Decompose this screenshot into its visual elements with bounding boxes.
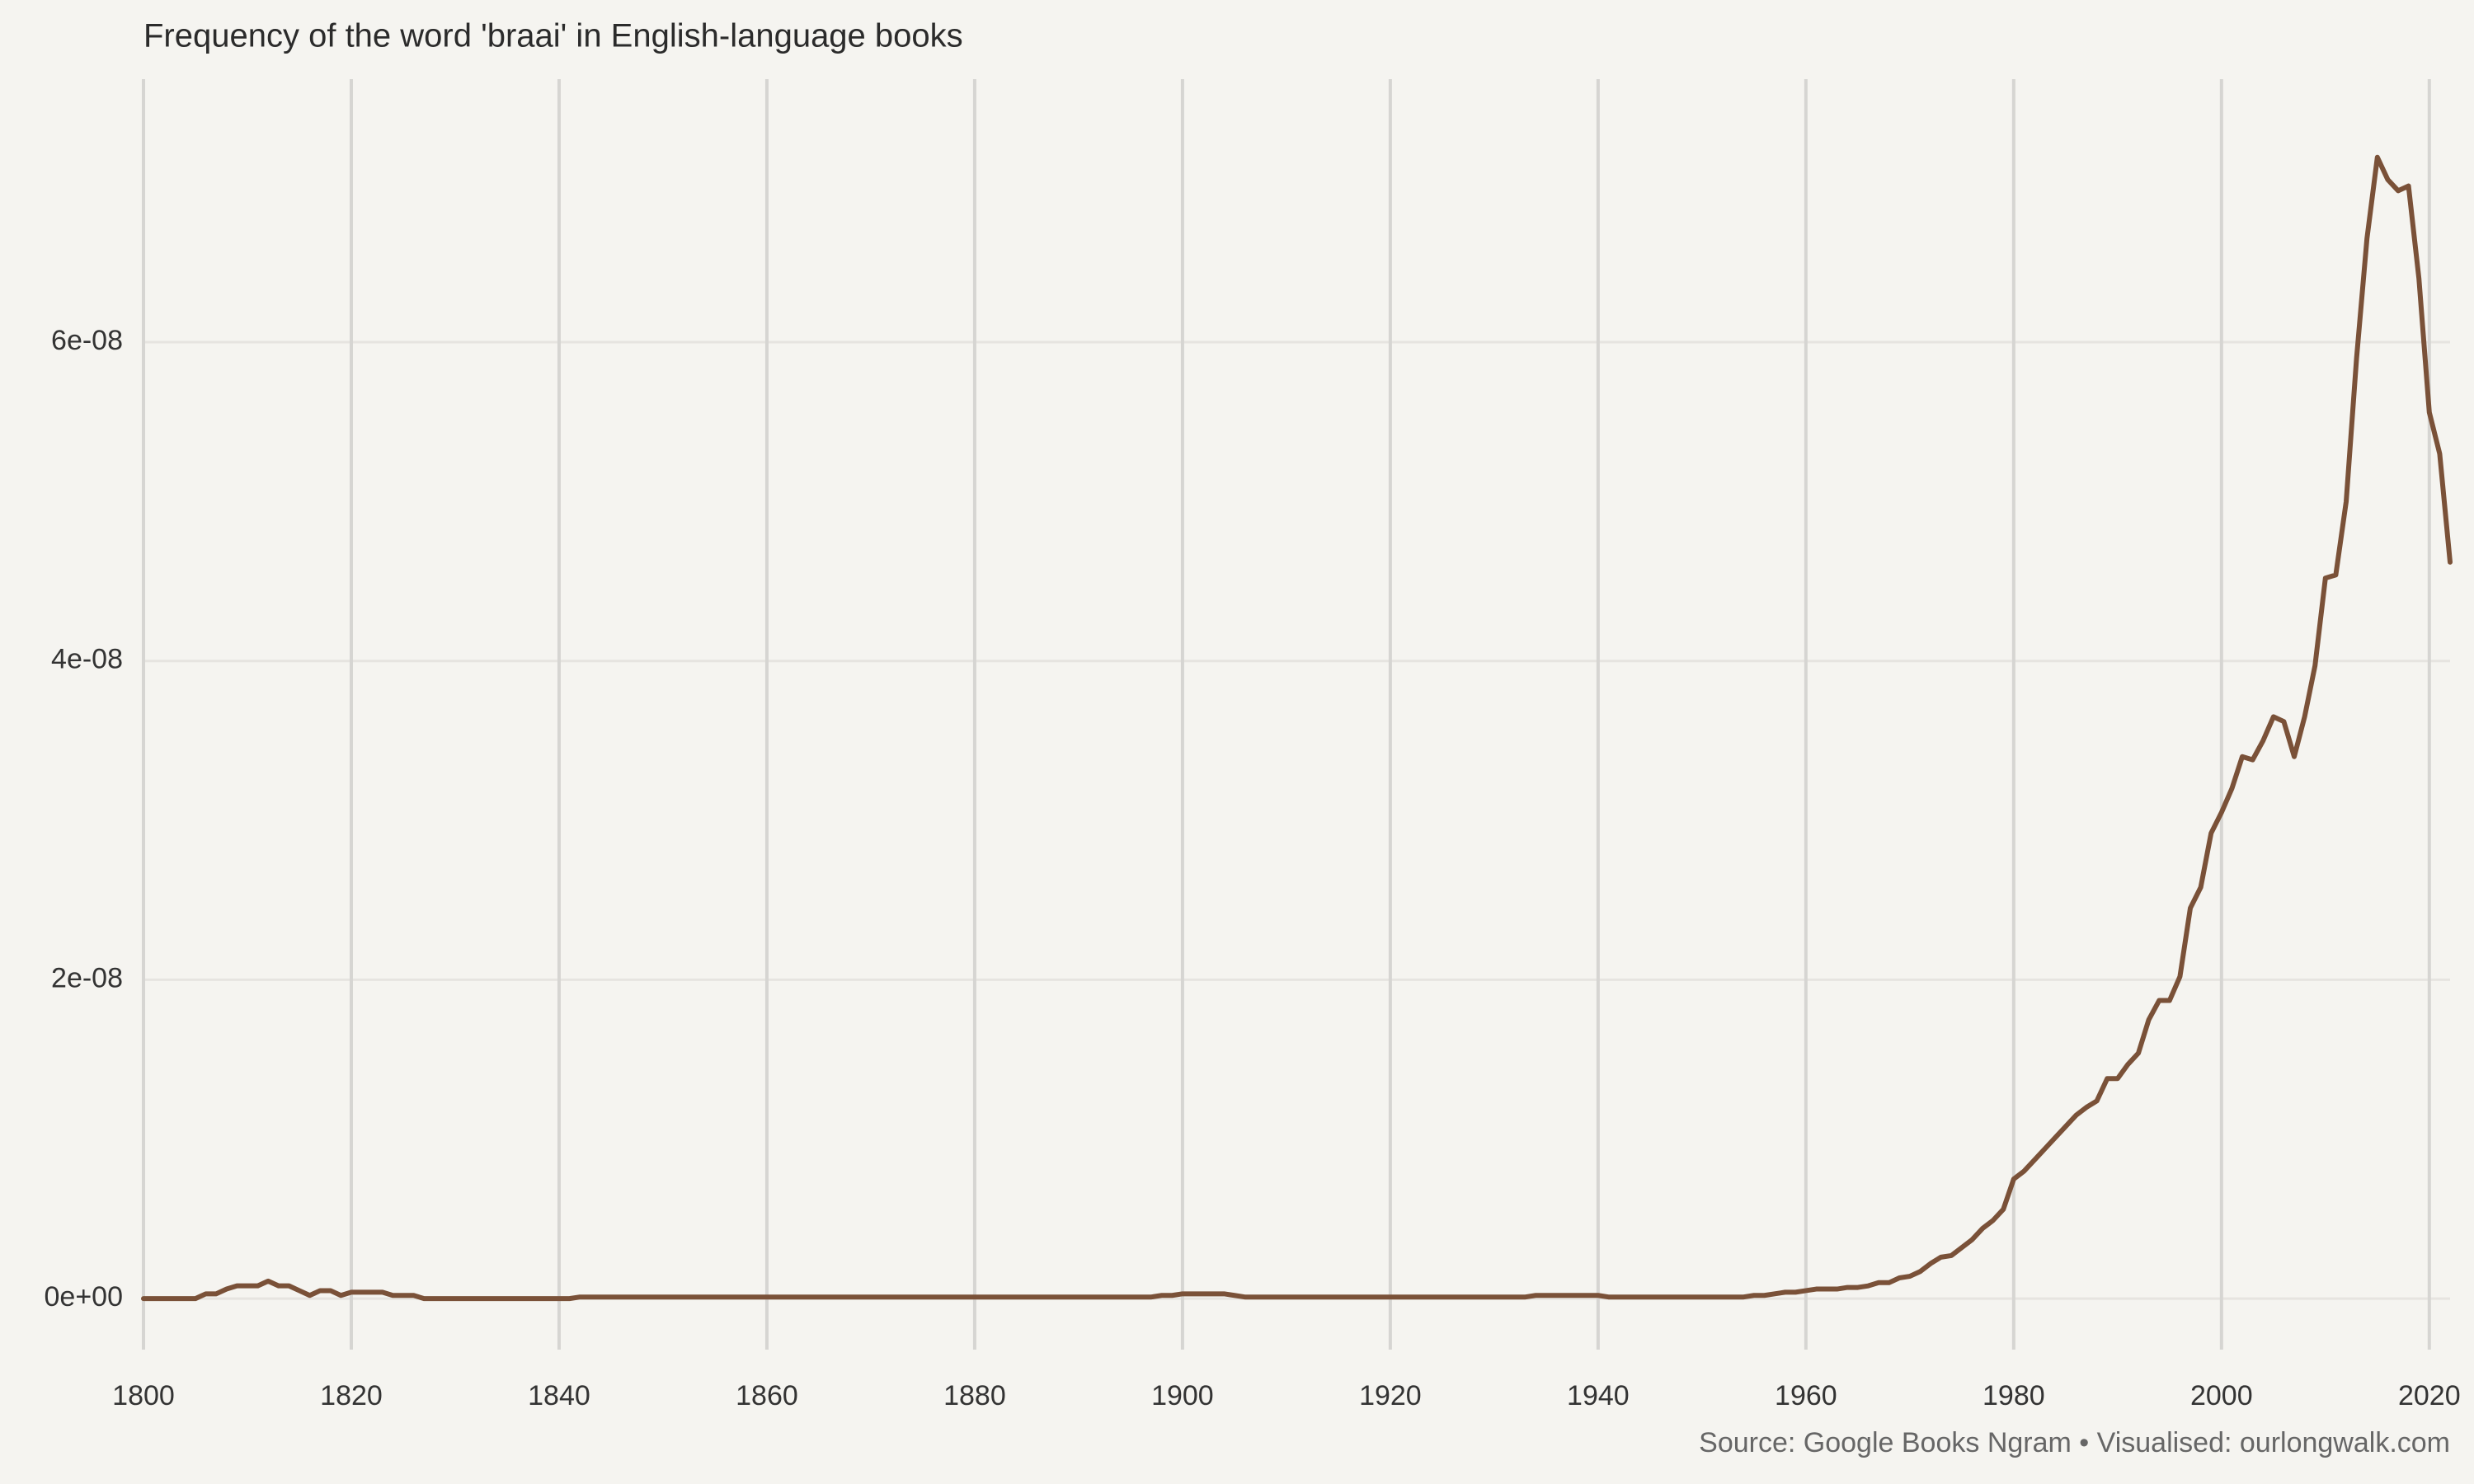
x-tick-label: 1840: [528, 1380, 590, 1411]
x-tick-label: 1940: [1567, 1380, 1630, 1411]
chart-title: Frequency of the word 'braai' in English…: [143, 18, 963, 54]
caption: Source: Google Books Ngram • Visualised:…: [1699, 1427, 2450, 1458]
data-line: [141, 154, 2453, 1302]
x-tick-label: 1880: [943, 1380, 1006, 1411]
y-tick-label: 4e-08: [51, 644, 123, 675]
x-tick-label: 1900: [1151, 1380, 1214, 1411]
x-tick-label: 1960: [1775, 1380, 1837, 1411]
y-tick-label: 2e-08: [51, 962, 123, 993]
x-tick-label: 1860: [736, 1380, 798, 1411]
y-tick-label: 6e-08: [51, 325, 123, 356]
x-tick-label: 1820: [320, 1380, 383, 1411]
x-tick-label: 1800: [112, 1380, 175, 1411]
y-tick-label: 0e+00: [45, 1281, 124, 1313]
x-tick-label: 1920: [1359, 1380, 1422, 1411]
x-tick-label: 1980: [1982, 1380, 2045, 1411]
x-tick-label: 2000: [2190, 1380, 2253, 1411]
x-tick-label: 2020: [2398, 1380, 2461, 1411]
